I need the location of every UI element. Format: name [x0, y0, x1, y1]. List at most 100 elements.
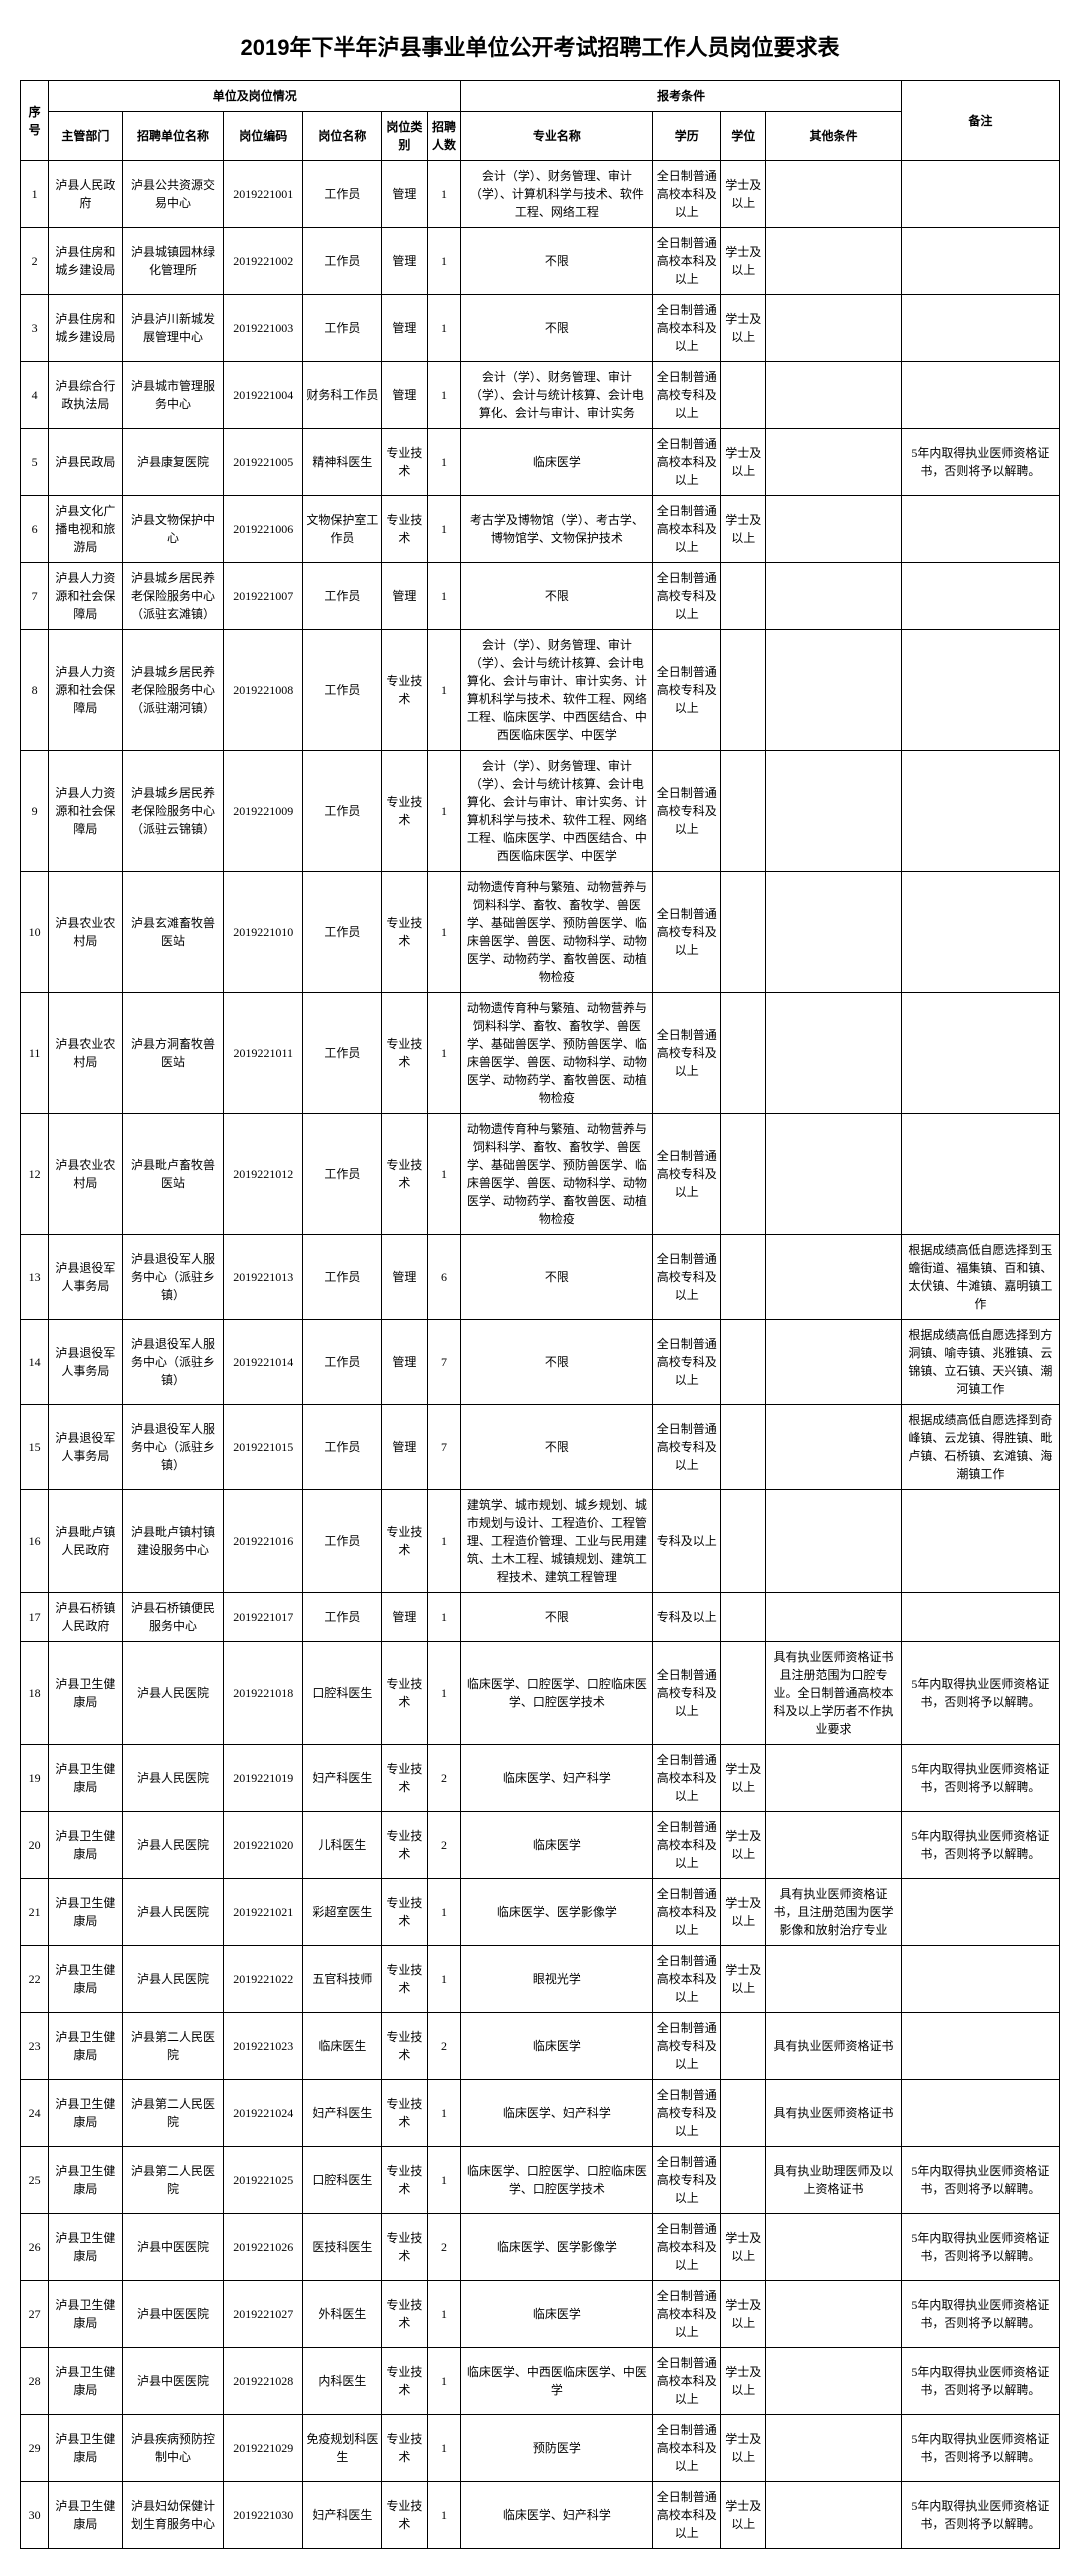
cell-other: [766, 1235, 902, 1320]
cell-pname: 妇产科医生: [303, 2080, 382, 2147]
cell-seq: 29: [21, 2415, 49, 2482]
cell-dept: 泸县卫生健康局: [49, 2415, 122, 2482]
cell-unit: 泸县退役军人服务中心（派驻乡镇）: [122, 1405, 224, 1490]
cell-spec: 会计（学）、财务管理、审计（学）、会计与统计核算、会计电算化、会计与审计、审计实…: [461, 362, 653, 429]
table-row: 19泸县卫生健康局泸县人民医院2019221019妇产科医生专业技术2临床医学、…: [21, 1745, 1060, 1812]
cell-count: 1: [427, 2080, 461, 2147]
cell-deg: 学士及以上: [721, 2415, 766, 2482]
page-title: 2019年下半年泸县事业单位公开考试招聘工作人员岗位要求表: [20, 30, 1060, 62]
cell-deg: 学士及以上: [721, 228, 766, 295]
cell-dept: 泸县农业农村局: [49, 872, 122, 993]
cell-pname: 工作员: [303, 630, 382, 751]
cell-count: 7: [427, 1405, 461, 1490]
cell-count: 1: [427, 2415, 461, 2482]
table-row: 23泸县卫生健康局泸县第二人民医院2019221023临床医生专业技术2临床医学…: [21, 2013, 1060, 2080]
cell-ptype: 专业技术: [382, 2281, 427, 2348]
cell-dept: 泸县退役军人事务局: [49, 1320, 122, 1405]
cell-unit: 泸县人民医院: [122, 1879, 224, 1946]
cell-pname: 工作员: [303, 563, 382, 630]
cell-code: 2019221004: [224, 362, 303, 429]
cell-unit: 泸县第二人民医院: [122, 2013, 224, 2080]
cell-other: [766, 1405, 902, 1490]
cell-pname: 口腔科医生: [303, 1642, 382, 1745]
hdr-other: 其他条件: [766, 112, 902, 161]
cell-ptype: 管理: [382, 1235, 427, 1320]
cell-dept: 泸县卫生健康局: [49, 2482, 122, 2549]
cell-other: 具有执业医师资格证书: [766, 2013, 902, 2080]
cell-code: 2019221027: [224, 2281, 303, 2348]
cell-dept: 泸县卫生健康局: [49, 2281, 122, 2348]
cell-other: [766, 1593, 902, 1642]
cell-ptype: 管理: [382, 563, 427, 630]
cell-edu: 全日制普通高校本科及以上: [653, 1812, 721, 1879]
cell-edu: 全日制普通高校本科及以上: [653, 2348, 721, 2415]
cell-seq: 7: [21, 563, 49, 630]
cell-seq: 30: [21, 2482, 49, 2549]
cell-unit: 泸县毗卢镇村镇建设服务中心: [122, 1490, 224, 1593]
cell-spec: 临床医学、口腔医学、口腔临床医学、口腔医学技术: [461, 2147, 653, 2214]
cell-other: 具有执业助理医师及以上资格证书: [766, 2147, 902, 2214]
cell-count: 1: [427, 993, 461, 1114]
cell-unit: 泸县中医医院: [122, 2281, 224, 2348]
cell-count: 2: [427, 2013, 461, 2080]
cell-seq: 18: [21, 1642, 49, 1745]
cell-seq: 3: [21, 295, 49, 362]
cell-remark: [901, 1879, 1059, 1946]
cell-edu: 全日制普通高校专科及以上: [653, 1642, 721, 1745]
cell-edu: 全日制普通高校专科及以上: [653, 1235, 721, 1320]
cell-dept: 泸县卫生健康局: [49, 1642, 122, 1745]
cell-seq: 23: [21, 2013, 49, 2080]
cell-edu: 全日制普通高校本科及以上: [653, 429, 721, 496]
cell-ptype: 专业技术: [382, 2415, 427, 2482]
cell-spec: 预防医学: [461, 2415, 653, 2482]
table-row: 21泸县卫生健康局泸县人民医院2019221021彩超室医生专业技术1临床医学、…: [21, 1879, 1060, 1946]
table-row: 14泸县退役军人事务局泸县退役军人服务中心（派驻乡镇）2019221014工作员…: [21, 1320, 1060, 1405]
cell-other: [766, 161, 902, 228]
cell-deg: 学士及以上: [721, 2482, 766, 2549]
table-row: 11泸县农业农村局泸县方洞畜牧兽医站2019221011工作员专业技术1动物遗传…: [21, 993, 1060, 1114]
cell-pname: 工作员: [303, 228, 382, 295]
cell-pname: 五官科技师: [303, 1946, 382, 2013]
cell-count: 1: [427, 228, 461, 295]
hdr-pname: 岗位名称: [303, 112, 382, 161]
cell-code: 2019221030: [224, 2482, 303, 2549]
cell-deg: [721, 1642, 766, 1745]
cell-dept: 泸县文化广播电视和旅游局: [49, 496, 122, 563]
cell-code: 2019221026: [224, 2214, 303, 2281]
cell-code: 2019221016: [224, 1490, 303, 1593]
cell-other: [766, 872, 902, 993]
cell-remark: 5年内取得执业医师资格证书，否则将予以解聘。: [901, 2147, 1059, 2214]
cell-remark: [901, 993, 1059, 1114]
cell-edu: 全日制普通高校专科及以上: [653, 1114, 721, 1235]
cell-unit: 泸县第二人民医院: [122, 2147, 224, 2214]
cell-spec: 会计（学）、财务管理、审计（学）、计算机科学与技术、软件工程、网络工程: [461, 161, 653, 228]
cell-ptype: 专业技术: [382, 1642, 427, 1745]
cell-seq: 4: [21, 362, 49, 429]
table-row: 28泸县卫生健康局泸县中医医院2019221028内科医生专业技术1临床医学、中…: [21, 2348, 1060, 2415]
cell-deg: [721, 362, 766, 429]
cell-code: 2019221021: [224, 1879, 303, 1946]
cell-count: 1: [427, 2482, 461, 2549]
cell-code: 2019221020: [224, 1812, 303, 1879]
cell-unit: 泸县康复医院: [122, 429, 224, 496]
cell-deg: [721, 2147, 766, 2214]
cell-count: 1: [427, 1946, 461, 2013]
cell-remark: [901, 228, 1059, 295]
cell-spec: 建筑学、城市规划、城乡规划、城市规划与设计、工程造价、工程管理、工程造价管理、工…: [461, 1490, 653, 1593]
cell-remark: 根据成绩高低自愿选择到方洞镇、喻寺镇、兆雅镇、云锦镇、立石镇、天兴镇、潮河镇工作: [901, 1320, 1059, 1405]
cell-spec: 临床医学、医学影像学: [461, 2214, 653, 2281]
cell-deg: 学士及以上: [721, 496, 766, 563]
cell-code: 2019221009: [224, 751, 303, 872]
cell-count: 1: [427, 1879, 461, 1946]
cell-spec: 临床医学、医学影像学: [461, 1879, 653, 1946]
cell-remark: 5年内取得执业医师资格证书，否则将予以解聘。: [901, 429, 1059, 496]
cell-dept: 泸县卫生健康局: [49, 2013, 122, 2080]
cell-seq: 6: [21, 496, 49, 563]
cell-code: 2019221024: [224, 2080, 303, 2147]
cell-remark: [901, 362, 1059, 429]
cell-edu: 全日制普通高校专科及以上: [653, 993, 721, 1114]
cell-seq: 25: [21, 2147, 49, 2214]
cell-ptype: 专业技术: [382, 872, 427, 993]
cell-pname: 妇产科医生: [303, 2482, 382, 2549]
cell-pname: 文物保护室工作员: [303, 496, 382, 563]
